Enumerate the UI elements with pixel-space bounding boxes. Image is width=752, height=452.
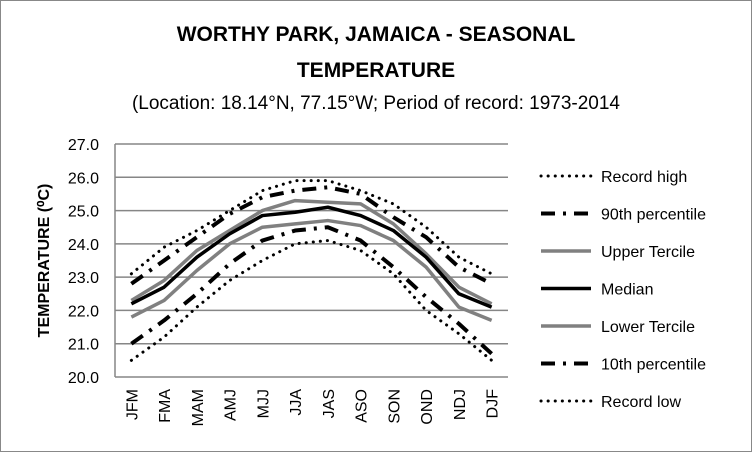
series-line-upper-tercile	[130, 198, 493, 306]
y-axis-label: TEMPERATURE (⁰C)	[36, 184, 53, 338]
chart-title-line2: TEMPERATURE	[296, 59, 456, 82]
x-tick-label: DJF	[485, 389, 502, 419]
y-tick-label: 20.0	[68, 370, 99, 387]
legend-label: Median	[601, 282, 653, 299]
series-line-90th-percentile	[130, 185, 493, 286]
x-tick-label: MAM	[190, 389, 207, 426]
x-tick-label: JJA	[288, 389, 305, 416]
y-tick-label: 26.0	[68, 170, 99, 187]
y-tick-label: 22.0	[68, 303, 99, 320]
legend-label: Upper Tercile	[601, 244, 695, 261]
x-tick-label: AMJ	[223, 389, 240, 421]
x-tick-label: ASO	[354, 389, 371, 423]
chart-subtitle: (Location: 18.14°N, 77.15°W; Period of r…	[131, 93, 621, 114]
legend-label: 90th percentile	[601, 207, 706, 224]
legend-label: 10th percentile	[601, 357, 706, 374]
y-tick-label: 25.0	[68, 204, 99, 221]
legend-label: Record high	[601, 169, 687, 186]
series-line-median	[130, 205, 493, 309]
series-line-record-low	[129, 239, 494, 362]
chart-title-line1: WORTHY PARK, JAMAICA - SEASONAL	[176, 23, 576, 46]
series-line-lower-tercile	[130, 218, 493, 323]
y-tick-label: 27.0	[68, 137, 99, 154]
series-line-record-high	[129, 179, 494, 276]
x-tick-label: SON	[386, 389, 403, 424]
x-tick-label: JAS	[321, 389, 338, 418]
x-tick-label: OND	[419, 389, 436, 425]
x-tick-label: FMA	[157, 389, 174, 423]
x-tick-label: NDJ	[452, 389, 469, 420]
y-tick-label: 24.0	[68, 237, 99, 254]
legend-label: Lower Tercile	[601, 319, 695, 336]
y-tick-label: 23.0	[68, 270, 99, 287]
x-tick-label: JFM	[124, 389, 141, 420]
y-tick-label: 21.0	[68, 337, 99, 354]
legend-label: Record low	[601, 394, 681, 411]
series-line-10th-percentile	[130, 225, 493, 356]
x-tick-label: MJJ	[255, 389, 272, 418]
